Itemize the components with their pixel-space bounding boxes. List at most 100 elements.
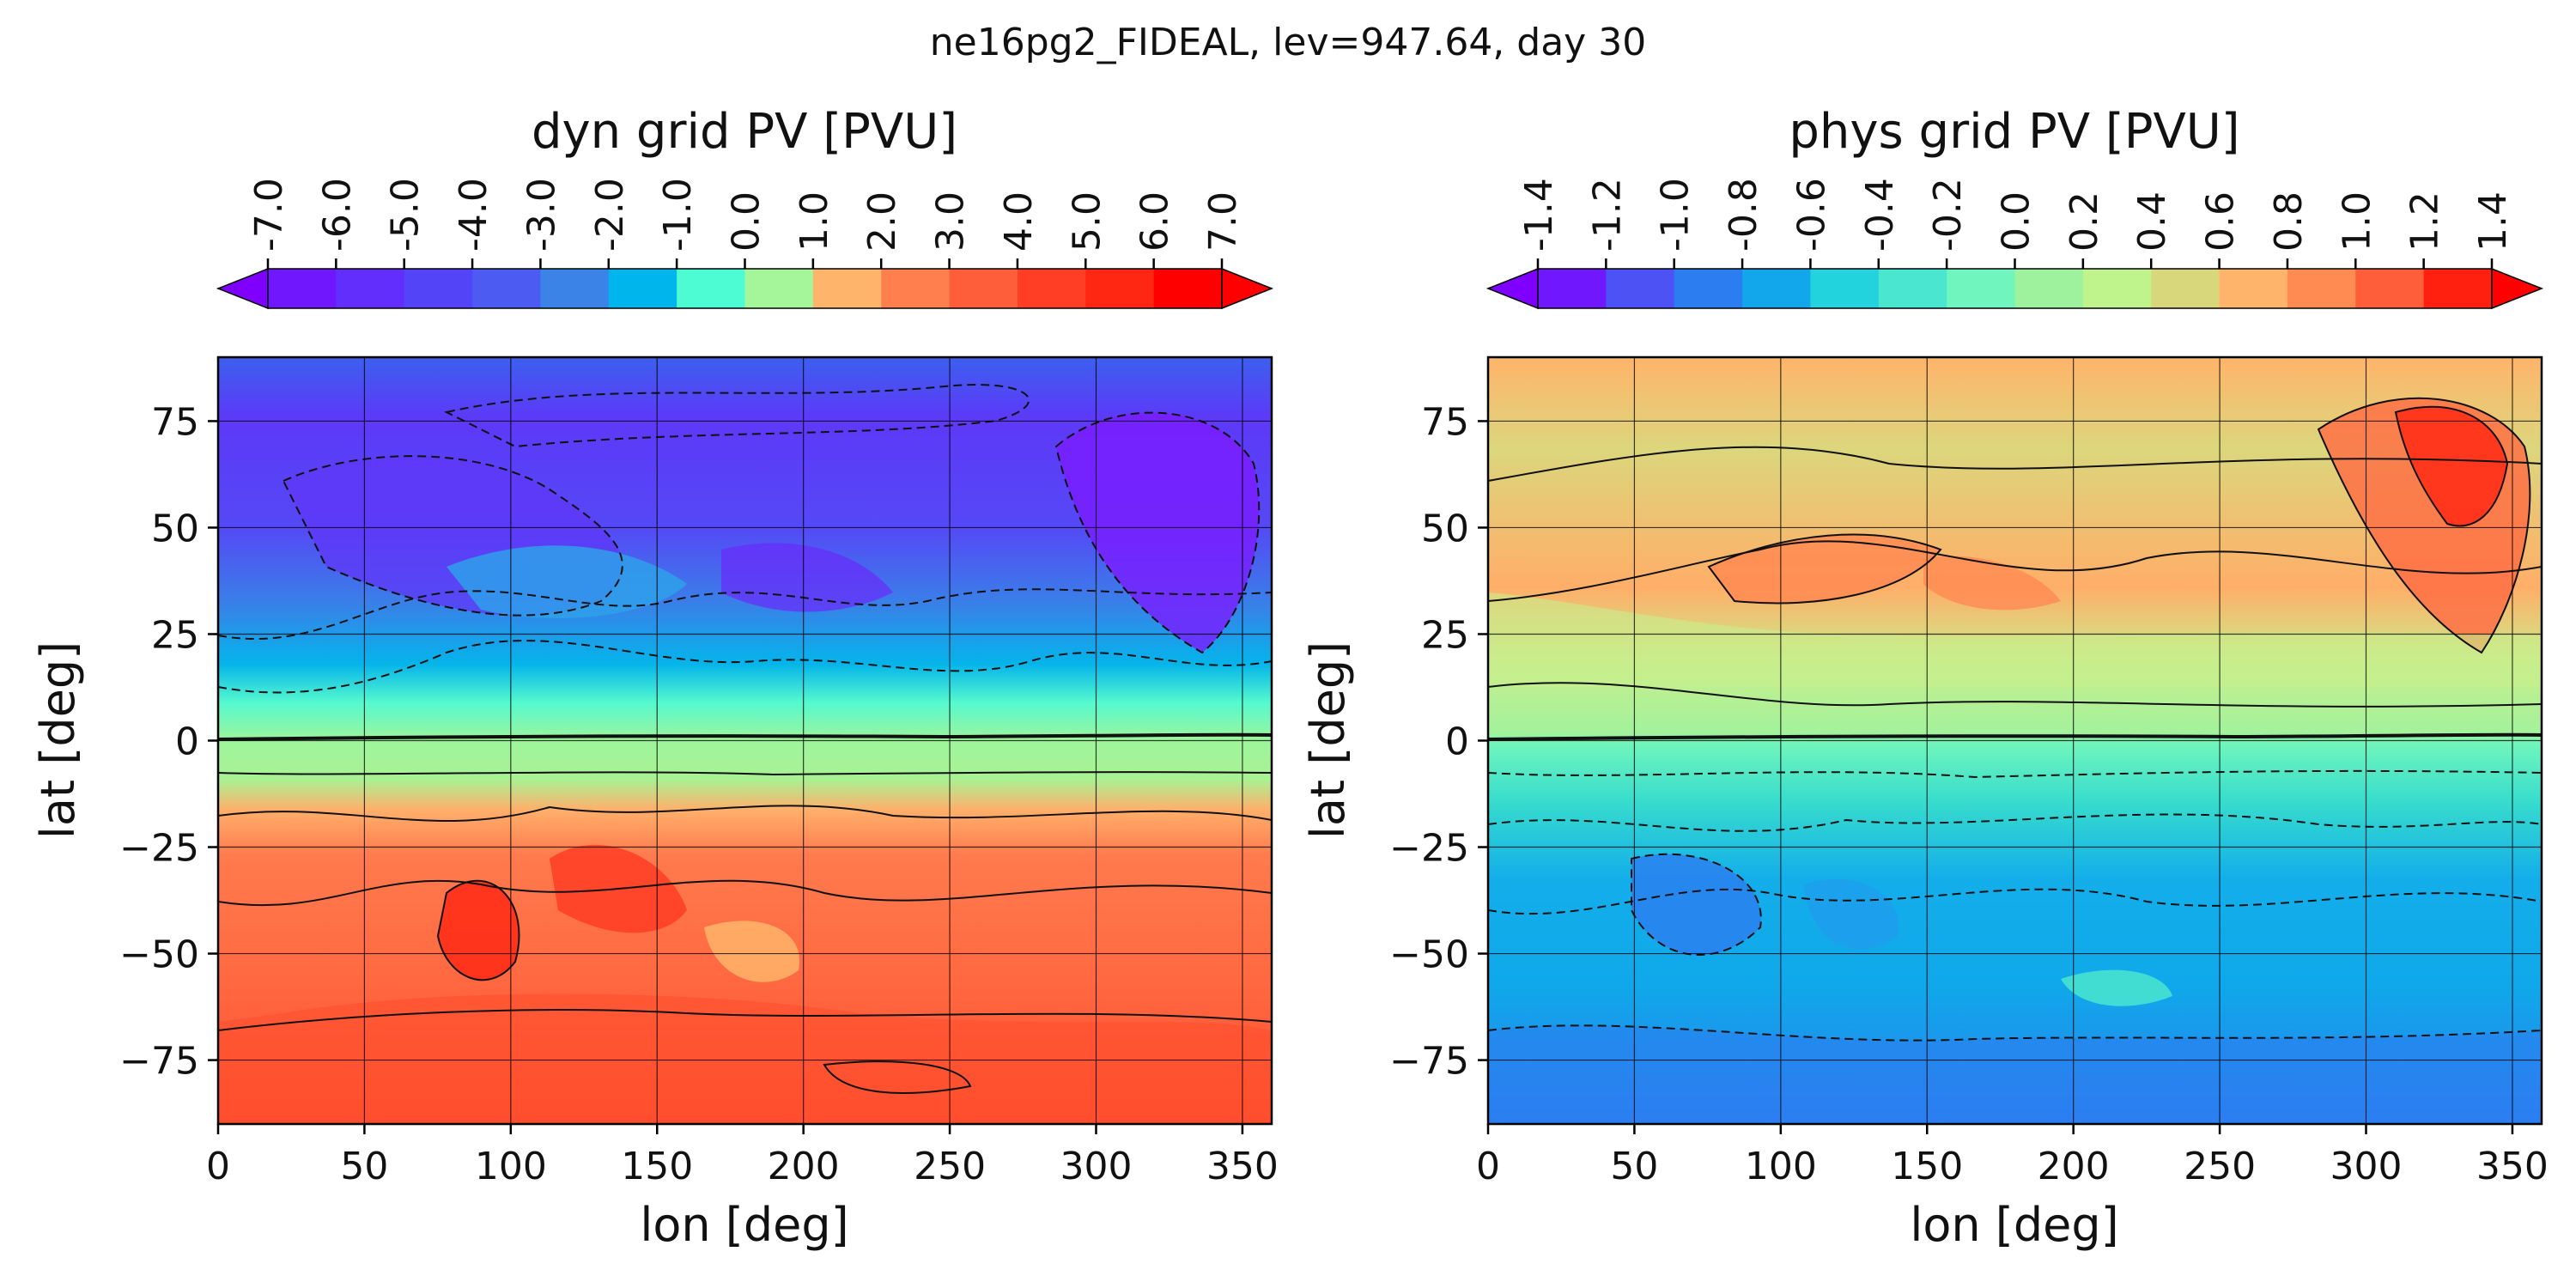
field-feature — [447, 545, 687, 618]
field-feature — [721, 543, 893, 612]
y-tick-label: 25 — [1421, 613, 1469, 657]
colorbar-tick-label: -0.6 — [1789, 178, 1833, 252]
y-tick-label: 25 — [151, 613, 199, 657]
x-axis: 0 50 100 150 200 250 300 350 — [1476, 1124, 2549, 1188]
colorbar-tick-label: 1.0 — [793, 191, 836, 252]
contour-line — [218, 588, 1272, 640]
colorbar-segment — [1810, 269, 1880, 308]
colorbar-tick-label: 0.8 — [2267, 191, 2311, 252]
colorbar-tick-label: -0.4 — [1858, 178, 1902, 252]
colorbar-tick-label: 6.0 — [1133, 191, 1177, 252]
colorbar-segment — [744, 269, 814, 308]
x-tick-label: 150 — [1891, 1145, 1963, 1188]
colorbar-tick-label: 0.2 — [2063, 191, 2106, 252]
contour-line — [218, 1009, 1272, 1031]
gridlines — [217, 357, 1272, 1124]
x-tick-label: 250 — [914, 1145, 986, 1188]
contour-line — [282, 455, 623, 617]
field-feature — [2396, 406, 2507, 526]
x-tick-label: 0 — [206, 1145, 230, 1188]
field-feature — [2061, 969, 2172, 1006]
colorbar-segment — [949, 269, 1018, 308]
colorbar-segment — [2355, 269, 2425, 308]
y-tick-label: −50 — [1389, 933, 1469, 977]
colorbar-tick-label: -1.2 — [1585, 178, 1629, 252]
panel-dyn-grid: dyn grid PV [PVU] -7.0 -6.0 -5.0 -4.0 -3.0 -2… — [31, 104, 1279, 1252]
x-tick-label: 350 — [1206, 1145, 1279, 1188]
contour-line — [218, 771, 1272, 776]
colorbar-tick-label: 0.0 — [725, 191, 769, 252]
x-tick-label: 200 — [2038, 1145, 2110, 1188]
field-feature — [1056, 412, 1260, 653]
y-tick-label: 75 — [1421, 400, 1469, 444]
colorbar-tick-label: -5.0 — [384, 178, 428, 252]
x-tick-label: 100 — [475, 1145, 547, 1188]
contour-line — [218, 879, 1272, 907]
y-tick-label: 50 — [151, 507, 199, 550]
y-tick-label: 50 — [1421, 507, 1469, 550]
y-tick-label: −25 — [1389, 827, 1469, 871]
gridlines — [1487, 357, 2542, 1124]
colorbar-segment — [881, 269, 951, 308]
y-axis: 75 50 25 0 −25 −50 −75 — [119, 400, 218, 1084]
x-tick-label: 300 — [1060, 1145, 1133, 1188]
panel-phys-grid: phys grid PV [PVU] -1.4 -1.2 -1.0 -0.8 -0.6-… — [1301, 104, 2549, 1252]
panel-title: phys grid PV [PVU] — [1789, 104, 2239, 160]
colorbar-segment — [2151, 269, 2221, 308]
colorbar-extend-high — [1221, 267, 1274, 310]
colorbar-tick-label: -7.0 — [247, 178, 291, 252]
colorbar-tick-label: -6.0 — [315, 178, 359, 252]
colorbar-tick-label: 1.2 — [2403, 191, 2447, 252]
contour-line — [1488, 446, 2542, 482]
contour-line — [1631, 853, 1762, 956]
colorbar-tick-label: -1.4 — [1517, 178, 1561, 252]
colorbar-extend-low — [1485, 267, 1539, 310]
x-tick-label: 100 — [1745, 1145, 1817, 1188]
contour-line — [1488, 732, 2542, 741]
contour-line — [2317, 397, 2531, 654]
colorbar-segment — [2423, 269, 2493, 308]
colorbar-tick-label: -0.8 — [1722, 178, 1765, 252]
field-feature — [438, 880, 519, 981]
y-tick-label: −75 — [119, 1040, 199, 1084]
contour-line — [436, 879, 520, 981]
colorbar-segment — [472, 269, 541, 308]
colorbar-segment — [677, 269, 745, 308]
x-tick-label: 50 — [340, 1145, 388, 1188]
colorbar-extend-high — [2491, 267, 2544, 310]
x-tick-label: 350 — [2476, 1145, 2549, 1188]
colorbar-segment — [2287, 269, 2356, 308]
figure-suptitle: ne16pg2_FIDEAL, lev=947.64, day 30 — [930, 21, 1646, 64]
y-tick-label: 0 — [175, 720, 199, 764]
contour-line — [1707, 533, 1942, 605]
field-feature — [1631, 854, 1761, 956]
colorbar-segment — [1085, 269, 1155, 308]
y-tick-label: 0 — [1445, 720, 1469, 764]
colorbar-segment — [336, 269, 405, 308]
contour-line — [1488, 813, 2542, 832]
contour-line — [2394, 405, 2509, 527]
x-axis: 0 50 100 150 200 250 300 350 — [206, 1124, 1279, 1188]
colorbar-tick-label: -2.0 — [588, 178, 632, 252]
colorbar-tick-label: 4.0 — [997, 191, 1041, 252]
colorbar-tick-label: 3.0 — [929, 191, 973, 252]
colorbar-segment — [812, 269, 882, 308]
contour-line — [444, 384, 1030, 448]
colorbar-segment — [608, 269, 677, 308]
contour-line — [1488, 769, 2542, 779]
colorbar-segment — [268, 269, 337, 308]
contour-line — [218, 805, 1272, 822]
field-feature — [1488, 592, 2542, 687]
colorbar-segment — [1947, 269, 2015, 308]
contour-line — [1488, 682, 2542, 708]
contour-line — [1054, 411, 1261, 654]
contour-line — [1488, 540, 2542, 602]
x-tick-label: 300 — [2330, 1145, 2403, 1188]
field-feature — [1709, 534, 1941, 604]
colorbar-segment — [1153, 269, 1223, 308]
colorbar: -7.0 -6.0 -5.0 -4.0 -3.0 -2.0 -1.0 0.0 1.0 2.0 3.0… — [216, 178, 1274, 310]
x-tick-label: 200 — [768, 1145, 840, 1188]
x-tick-label: 0 — [1476, 1145, 1500, 1188]
field-feature — [704, 920, 800, 982]
contour-line — [823, 1060, 972, 1094]
